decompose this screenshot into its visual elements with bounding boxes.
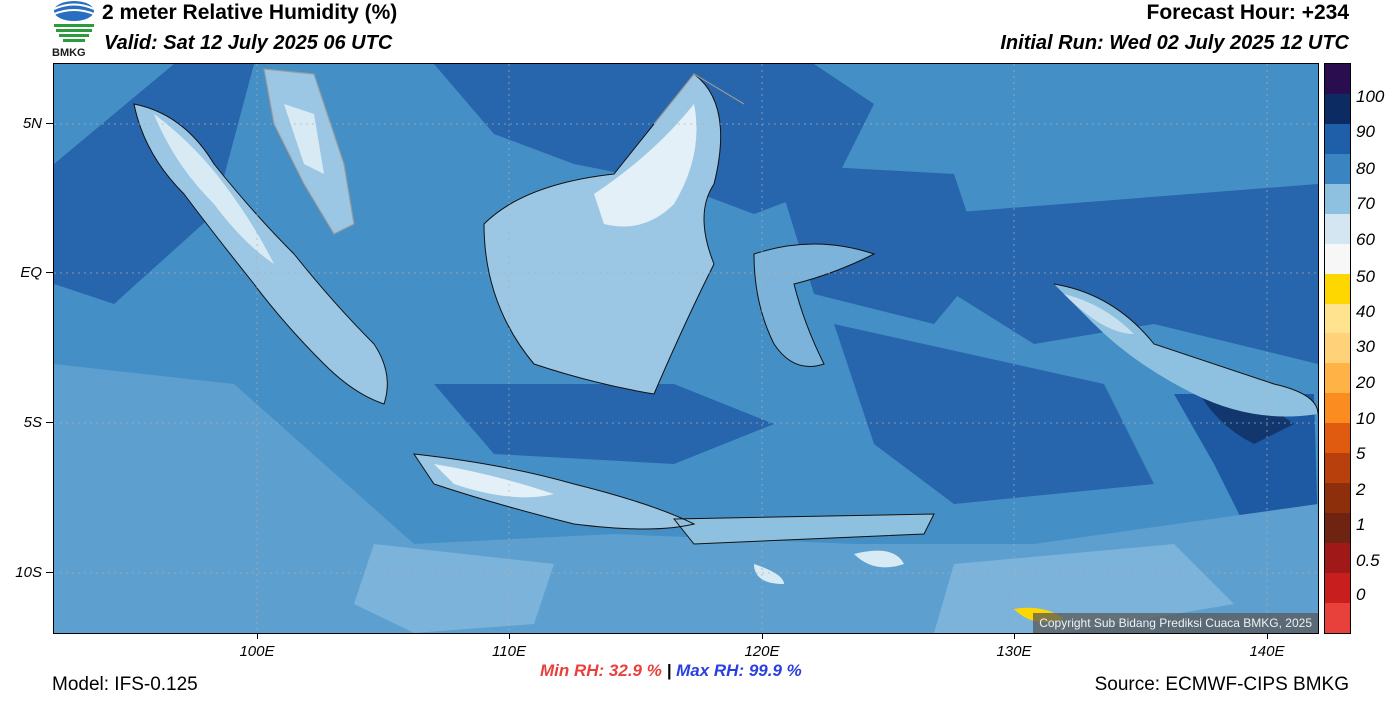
colorbar-swatch bbox=[1325, 602, 1350, 633]
lat-tick bbox=[46, 572, 53, 573]
lat-label-eq: EQ bbox=[20, 264, 42, 281]
colorbar-swatch bbox=[1325, 213, 1350, 244]
colorbar-label: 10 bbox=[1356, 409, 1375, 428]
source-label: Source: ECMWF-CIPS BMKG bbox=[1094, 674, 1349, 695]
colorbar-swatch bbox=[1325, 453, 1350, 484]
forecast-hour: Forecast Hour: +234 bbox=[1146, 1, 1350, 24]
colorbar-swatch bbox=[1325, 123, 1350, 154]
colorbar-swatch bbox=[1325, 483, 1350, 514]
initial-run: Initial Run: Wed 02 July 2025 12 UTC bbox=[1000, 32, 1349, 54]
min-max-separator: | bbox=[666, 661, 672, 680]
colorbar-label: 5 bbox=[1356, 444, 1366, 463]
colorbar-swatch bbox=[1325, 543, 1350, 573]
valid-time: Valid: Sat 12 July 2025 06 UTC bbox=[104, 32, 393, 54]
colorbar-swatch bbox=[1325, 333, 1350, 364]
colorbar-swatch bbox=[1325, 363, 1350, 394]
colorbar-label: 0 bbox=[1356, 585, 1366, 604]
colorbar-label: 100 bbox=[1356, 87, 1385, 106]
colorbar-swatch bbox=[1325, 183, 1350, 214]
colorbar-label: 80 bbox=[1356, 159, 1375, 178]
lon-tick bbox=[257, 633, 258, 639]
colorbar-label: 70 bbox=[1356, 194, 1375, 213]
colorbar-label: 40 bbox=[1356, 302, 1375, 321]
colorbar-swatch bbox=[1325, 303, 1350, 334]
colorbar-label: 0.5 bbox=[1356, 551, 1380, 570]
colorbar-swatch bbox=[1325, 572, 1350, 603]
logo-text: BMKG bbox=[52, 47, 86, 59]
lat-tick bbox=[46, 272, 53, 273]
bmkg-logo bbox=[50, 0, 100, 62]
colorbar-swatch bbox=[1325, 393, 1350, 424]
colorbar-swatch bbox=[1325, 243, 1350, 274]
lon-tick bbox=[509, 633, 510, 639]
lon-tick bbox=[762, 633, 763, 639]
chart-title: 2 meter Relative Humidity (%) bbox=[102, 1, 398, 24]
colorbar-swatch bbox=[1325, 423, 1350, 454]
colorbar-label: 2 bbox=[1356, 480, 1366, 499]
colorbar-label: 1 bbox=[1356, 515, 1366, 534]
lon-tick bbox=[1014, 633, 1015, 639]
copyright-notice: Copyright Sub Bidang Prediksi Cuaca BMKG… bbox=[1033, 613, 1318, 633]
colorbar-label: 20 bbox=[1356, 373, 1375, 392]
lon-label-110e: 110E bbox=[492, 643, 526, 660]
lat-tick bbox=[46, 422, 53, 423]
colorbar-swatch bbox=[1325, 273, 1350, 304]
lat-label-5n: 5N bbox=[22, 115, 42, 132]
colorbar bbox=[1324, 63, 1351, 634]
colorbar-label: 30 bbox=[1356, 337, 1375, 356]
min-rh: Min RH: 32.9 % bbox=[540, 661, 662, 680]
lon-label-120e: 120E bbox=[744, 643, 780, 660]
colorbar-swatch bbox=[1325, 153, 1350, 184]
colorbar-label: 60 bbox=[1356, 230, 1375, 249]
lon-label-130e: 130E bbox=[996, 643, 1032, 660]
model-label: Model: IFS-0.125 bbox=[52, 674, 198, 695]
lon-label-140e: 140E bbox=[1249, 643, 1285, 660]
lon-tick bbox=[1267, 633, 1268, 639]
max-rh: Max RH: 99.9 % bbox=[676, 661, 802, 680]
colorbar-label: 50 bbox=[1356, 267, 1375, 286]
colorbar-swatch bbox=[1325, 64, 1350, 94]
min-max-readout: Min RH: 32.9 % | Max RH: 99.9 % bbox=[540, 661, 802, 681]
colorbar-swatch bbox=[1325, 93, 1350, 124]
colorbar-label: 90 bbox=[1356, 122, 1375, 141]
lat-label-5s: 5S bbox=[23, 414, 42, 431]
lat-tick bbox=[46, 123, 53, 124]
lon-label-100e: 100E bbox=[239, 643, 275, 660]
humidity-map: Copyright Sub Bidang Prediksi Cuaca BMKG… bbox=[53, 63, 1319, 634]
colorbar-swatch bbox=[1325, 513, 1350, 543]
lat-label-10s: 10S bbox=[15, 564, 42, 581]
